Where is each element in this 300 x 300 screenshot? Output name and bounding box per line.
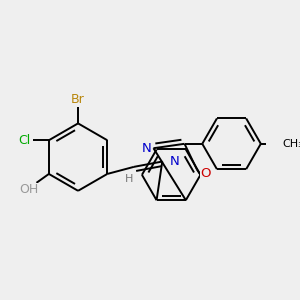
Text: N: N bbox=[142, 142, 151, 155]
Text: O: O bbox=[201, 167, 211, 180]
Text: CH₃: CH₃ bbox=[282, 139, 300, 149]
Text: H: H bbox=[125, 174, 134, 184]
Text: Cl: Cl bbox=[18, 134, 30, 147]
Text: Br: Br bbox=[71, 93, 85, 106]
Text: N: N bbox=[169, 155, 179, 168]
Text: OH: OH bbox=[20, 183, 39, 196]
